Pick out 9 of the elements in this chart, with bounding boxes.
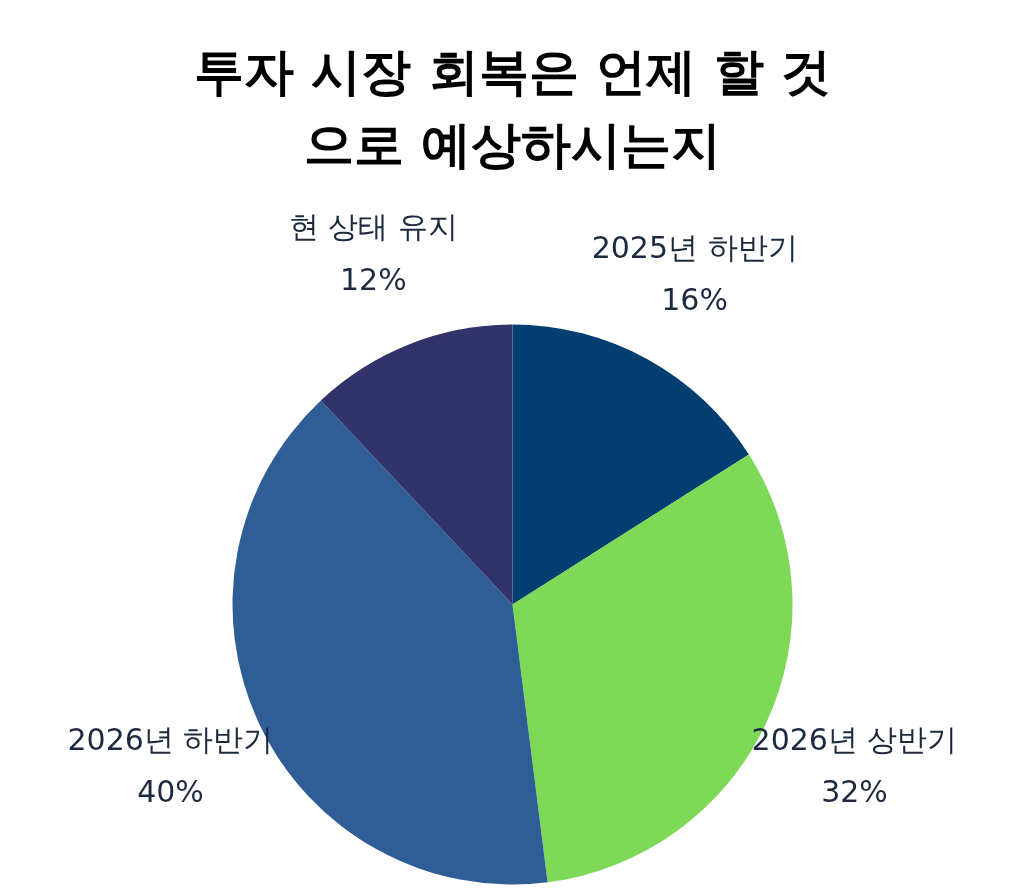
slice-label: 현 상태 유지: [288, 209, 458, 245]
slice-label: 2025년 하반기: [591, 229, 798, 265]
data-label: 32%: [821, 774, 888, 810]
slice-label: 2026년 하반기: [67, 721, 274, 757]
data-label: 12%: [340, 261, 407, 297]
chart-title: 투자 시장 회복은 언제 할 것으로 예상하시는지: [193, 43, 832, 174]
slice-label: 2026년 상반기: [751, 721, 958, 757]
data-label: 40%: [137, 774, 204, 810]
data-label: 16%: [661, 282, 728, 318]
